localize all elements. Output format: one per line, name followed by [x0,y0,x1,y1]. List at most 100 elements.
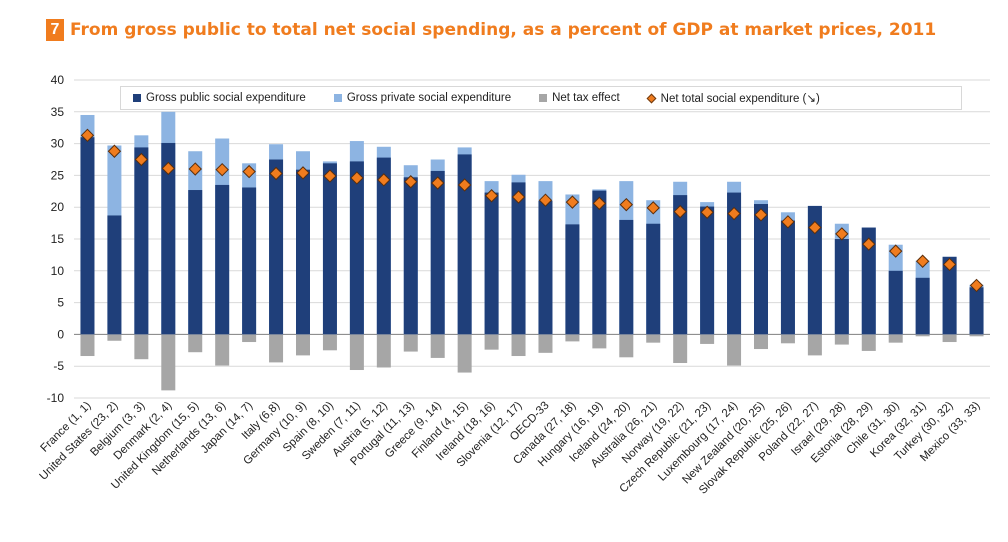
bar-net-tax [349,334,364,371]
y-tick-label: 35 [51,105,65,119]
bar-gross-public [834,239,849,335]
bar-gross-public [861,227,876,335]
bar-net-tax [80,334,95,357]
bar-net-tax [322,334,337,351]
bar-net-tax [538,334,553,353]
bar-net-tax [296,334,310,356]
marker-net-total [862,237,876,251]
marker-net-total [835,227,849,241]
marker-net-total [969,278,984,293]
bar-gross-public [592,190,607,335]
legend-label-gross-public: Gross public social expenditure [146,92,306,104]
y-tick-label: 20 [51,200,65,214]
bar-gross-public [134,147,149,335]
y-tick-label: 30 [51,137,65,151]
bar-gross-public [700,206,715,335]
marker-net-total [511,190,526,204]
bar-gross-public [565,224,580,335]
bar-gross-public [484,192,499,335]
marker-net-total [350,171,364,185]
marker-net-total [727,206,741,221]
marker-net-total [80,128,95,143]
legend-label-net-total: Net total social expenditure (↘) [660,93,820,105]
marker-net-total [538,193,553,207]
bar-gross-public [673,195,688,335]
bar-net-tax [888,334,903,343]
marker-net-total [915,254,930,268]
marker-net-total [754,208,768,222]
bar-net-tax [754,334,768,350]
bar-gross-public [511,182,526,335]
bar-net-tax [565,334,580,342]
y-tick-label: -5 [53,359,64,373]
bar-net-tax [188,334,203,353]
bar-gross-public [538,200,553,335]
legend-swatch-gross-public [133,94,141,102]
bar-gross-public [161,142,176,335]
legend-label-gross-private: Gross private social expenditure [346,92,512,104]
bar-net-tax [807,334,822,356]
marker-net-total [808,220,822,235]
bar-gross-public [215,184,230,335]
marker-net-total [215,162,229,177]
bar-net-tax [376,334,391,368]
legend-diamond-net-total [646,93,657,103]
bar-net-tax [511,334,526,357]
marker-net-total [161,161,176,176]
bar-net-tax [242,334,257,343]
bar-gross-public [107,215,122,335]
bar-gross-public [888,270,903,335]
bar-gross-public [403,177,418,335]
marker-net-total [404,175,418,189]
marker-net-total [242,164,256,179]
bar-net-tax [161,334,176,391]
bar-gross-public [646,223,661,335]
bar-net-tax [269,334,284,363]
marker-net-total [430,176,445,190]
marker-net-total [592,196,607,211]
bar-gross-public [296,169,310,335]
bar-gross-public [619,219,634,335]
bar-gross-public [915,277,930,335]
bar-gross-public [349,161,364,335]
legend-label-net-tax: Net tax effect [552,92,620,104]
bar-net-tax [592,334,607,349]
bar-net-tax [834,334,849,345]
marker-net-total [188,162,202,176]
bar-net-tax [457,334,472,373]
bar-net-tax [403,334,418,352]
y-tick-label: -10 [47,391,65,405]
bar-gross-public [457,154,472,335]
y-tick-label: 15 [51,232,65,246]
bar-net-tax [107,334,122,341]
bar-net-tax [780,334,795,344]
marker-net-total [619,197,634,212]
bar-gross-public [727,192,742,335]
bar-gross-public [376,157,391,335]
marker-net-total [646,201,660,215]
marker-net-total [269,166,283,181]
marker-net-total [457,178,472,192]
bar-net-tax [619,334,634,358]
bar-gross-public [807,205,822,335]
y-tick-label: 5 [57,296,64,310]
bar-gross-public [780,220,795,335]
marker-net-total [888,244,903,258]
bar-net-tax [430,334,445,358]
bar-gross-public [242,187,257,335]
bar-net-tax [861,334,876,351]
marker-net-total [377,173,391,187]
legend-net-tax: Net tax effect [539,92,620,104]
bar-net-tax [700,334,715,344]
bar-gross-public [754,204,768,335]
legend-gross-private: Gross private social expenditure [333,92,512,104]
marker-net-total [134,152,149,167]
bar-net-tax [134,334,149,360]
bar-gross-public [188,190,203,335]
legend-gross-public: Gross public social expenditure [133,92,306,104]
marker-net-total [565,195,580,209]
y-tick-label: 0 [57,327,64,341]
marker-net-total [323,169,337,183]
marker-net-total [781,215,795,229]
